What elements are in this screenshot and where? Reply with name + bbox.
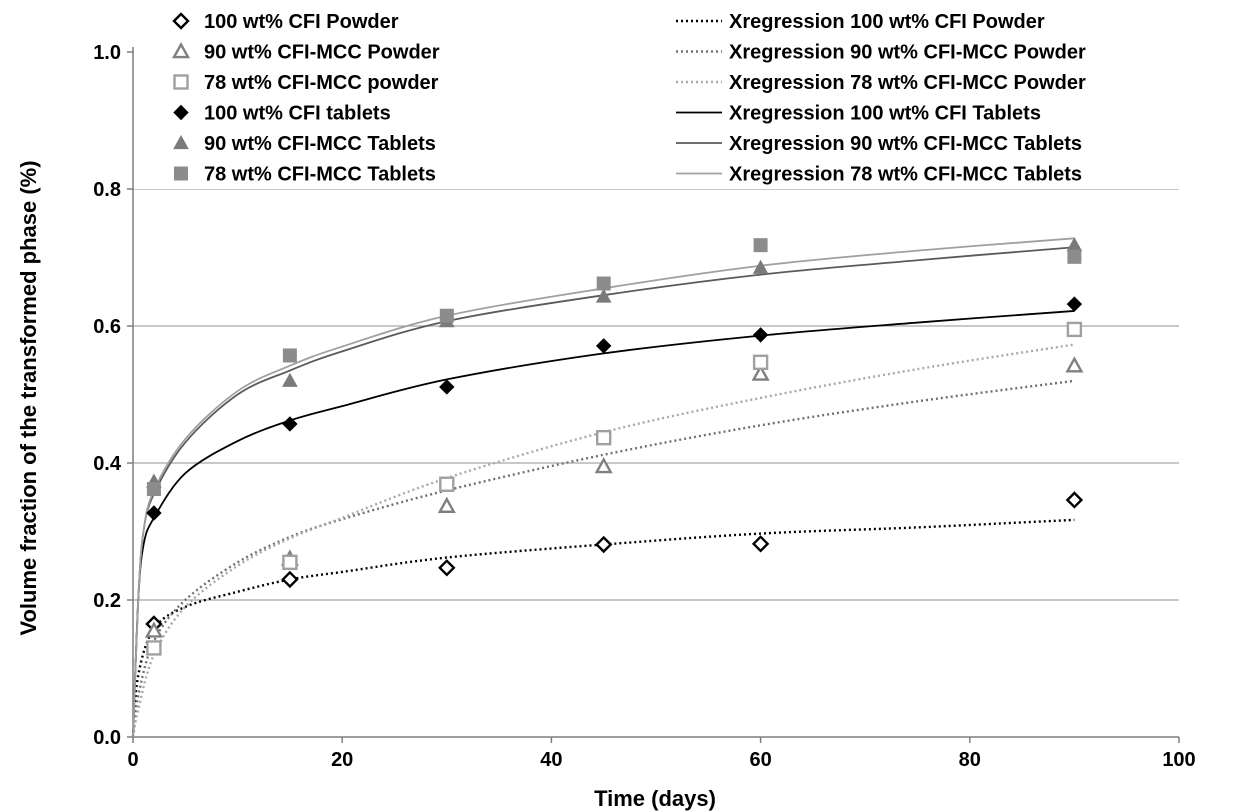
point-s5-2 xyxy=(439,308,454,323)
point-s1-3 xyxy=(594,456,613,474)
y-tick-label-1: 0.2 xyxy=(93,590,121,612)
point-s5-5 xyxy=(1067,249,1082,264)
point-s3-4 xyxy=(752,327,769,343)
point-s0-2 xyxy=(438,559,456,577)
point-s5-0 xyxy=(146,482,161,497)
x-tick-label-3: 60 xyxy=(749,749,771,771)
legend-regression-label-5: Xregression 78 wt% CFI-MCC Tablets xyxy=(729,164,1082,186)
axes xyxy=(127,47,1180,743)
point-s1-4 xyxy=(751,364,770,381)
point-s5-3 xyxy=(596,276,611,291)
point-s2-5 xyxy=(1066,321,1083,338)
legend: 100 wt% CFI Powder 90 wt% CFI-MCC Powder 7… xyxy=(134,1,1236,189)
point-s0-5 xyxy=(1065,491,1084,509)
point-s3-1 xyxy=(282,416,298,432)
y-tick-label-0: 0.0 xyxy=(93,727,121,749)
point-s3-2 xyxy=(439,379,455,395)
point-s4-3 xyxy=(595,288,612,303)
legend-label-5: 78 wt% CFI-MCC Tablets xyxy=(204,164,436,186)
legend-regression-label-4: Xregression 90 wt% CFI-MCC Tablets xyxy=(729,133,1082,155)
legend-marker-1 xyxy=(171,42,191,59)
legend-label-0: 100 wt% CFI Powder xyxy=(204,11,399,33)
tick-labels: 0 20 40 60 80 100 0.0 0.2 0.4 0.6 0.8 1.0 xyxy=(93,42,1196,771)
y-tick-label-4: 0.8 xyxy=(93,179,121,201)
point-s3-5 xyxy=(1066,296,1083,312)
point-s1-0 xyxy=(144,621,163,638)
point-s1-5 xyxy=(1065,356,1084,373)
regression-lines xyxy=(131,237,1075,738)
point-s4-1 xyxy=(282,372,298,387)
x-tick-label-2: 40 xyxy=(540,749,562,771)
legend-regression-label-0: Xregression 100 wt% CFI Powder xyxy=(729,11,1045,33)
legend-label-1: 90 wt% CFI-MCC Powder xyxy=(204,42,440,64)
legend-marker-3 xyxy=(173,104,189,121)
legend-marker-2 xyxy=(173,74,189,90)
x-tick-label-0: 0 xyxy=(127,749,138,771)
legend-regression-label-1: Xregression 90 wt% CFI-MCC Powder xyxy=(729,42,1086,64)
x-tick-label-4: 80 xyxy=(959,749,981,771)
legend-regression-label-3: Xregression 100 wt% CFI Tablets xyxy=(729,103,1041,125)
legend-background xyxy=(134,1,1236,189)
point-s3-3 xyxy=(595,338,612,354)
point-s2-1 xyxy=(282,554,298,571)
point-s0-4 xyxy=(751,535,770,553)
y-tick-label-5: 1.0 xyxy=(93,42,121,64)
point-s0-3 xyxy=(595,535,613,554)
point-s2-3 xyxy=(596,429,612,446)
legend-marker-4 xyxy=(173,134,189,150)
point-s0-1 xyxy=(281,570,299,589)
regression-line-5 xyxy=(132,237,1075,738)
legend-regression-label-2: Xregression 78 wt% CFI-MCC Powder xyxy=(729,72,1086,94)
legend-label-3: 100 wt% CFI tablets xyxy=(204,103,391,125)
y-tick-label-2: 0.4 xyxy=(93,453,122,475)
point-s1-2 xyxy=(437,496,456,513)
point-s5-1 xyxy=(282,348,297,363)
x-axis-title: Time (days) xyxy=(594,786,716,811)
point-s2-0 xyxy=(146,640,162,656)
point-s3-0 xyxy=(146,505,162,521)
legend-marker-0 xyxy=(172,12,190,30)
x-tick-label-5: 100 xyxy=(1162,749,1195,771)
legend-label-2: 78 wt% CFI-MCC powder xyxy=(204,72,439,94)
point-s4-4 xyxy=(752,259,769,274)
legend-label-4: 90 wt% CFI-MCC Tablets xyxy=(204,133,436,155)
point-s2-4 xyxy=(752,354,769,371)
point-s2-2 xyxy=(439,476,455,492)
y-tick-label-3: 0.6 xyxy=(93,316,121,338)
data-points xyxy=(144,237,1084,656)
y-axis-title: Volume fraction of the transformed phase… xyxy=(16,160,41,635)
legend-marker-5 xyxy=(174,166,188,181)
x-tick-label-1: 20 xyxy=(331,749,353,771)
regression-line-1 xyxy=(131,379,1075,738)
regression-line-3 xyxy=(132,310,1075,738)
point-s5-4 xyxy=(753,238,768,253)
